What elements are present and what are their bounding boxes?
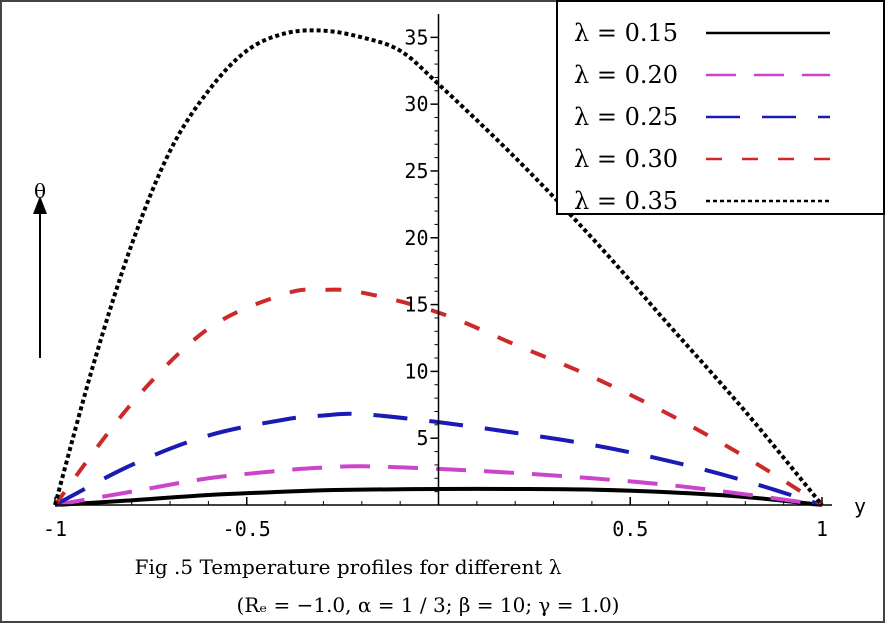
axes-layer: -1 -0.5 0.5 1 y 5 10 15 20 25 30 35 bbox=[43, 14, 866, 541]
legend-label-2: λ = 0.20 bbox=[574, 61, 678, 89]
legend-label-3: λ = 0.25 bbox=[574, 103, 678, 131]
y-tick-label: 25 bbox=[404, 159, 428, 183]
y-axis-label: θ bbox=[34, 179, 46, 203]
y-tick-label: 10 bbox=[404, 359, 428, 383]
series-layer bbox=[53, 28, 824, 507]
x-tick-label: 1 bbox=[816, 517, 828, 541]
y-tick-label: 30 bbox=[404, 92, 428, 116]
y-tick-label: 20 bbox=[404, 226, 428, 250]
y-axis-arrow-head-icon bbox=[33, 196, 47, 214]
series-line-1 bbox=[54, 486, 823, 507]
series-line-4 bbox=[53, 287, 824, 507]
legend-box bbox=[556, 0, 885, 215]
caption-line-1: Fig .5 Temperature profiles for differen… bbox=[135, 555, 562, 579]
y-axis-indicator: θ bbox=[33, 179, 47, 358]
x-tick-label: 0.5 bbox=[612, 517, 648, 541]
y-tick-label: 35 bbox=[404, 25, 428, 49]
legend-label-1: λ = 0.15 bbox=[574, 19, 678, 47]
legend: λ = 0.15 λ = 0.20 λ = 0.25 λ = 0.30 λ = 0.35 bbox=[556, 0, 885, 215]
x-axis-label: y bbox=[854, 494, 866, 518]
x-tick-label: -1 bbox=[43, 517, 67, 541]
x-tick-label: -0.5 bbox=[223, 517, 271, 541]
legend-label-4: λ = 0.30 bbox=[574, 145, 678, 173]
legend-label-5: λ = 0.35 bbox=[574, 187, 678, 215]
series-line-2 bbox=[54, 464, 823, 507]
series-line-3 bbox=[54, 411, 823, 507]
y-tick-label: 15 bbox=[404, 293, 428, 317]
y-tick-label: 5 bbox=[416, 426, 428, 450]
caption-line-2: (Rₑ = −1.0, α = 1 / 3; β = 10; γ = 1.0) bbox=[237, 593, 620, 617]
series-line-5 bbox=[53, 28, 824, 507]
